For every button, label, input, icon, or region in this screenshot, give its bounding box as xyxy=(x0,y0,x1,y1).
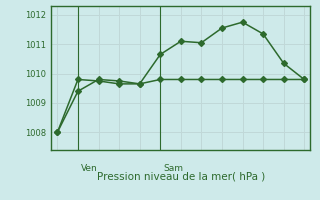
Text: Ven: Ven xyxy=(81,164,98,173)
X-axis label: Pression niveau de la mer( hPa ): Pression niveau de la mer( hPa ) xyxy=(97,172,265,182)
Text: Sam: Sam xyxy=(163,164,183,173)
